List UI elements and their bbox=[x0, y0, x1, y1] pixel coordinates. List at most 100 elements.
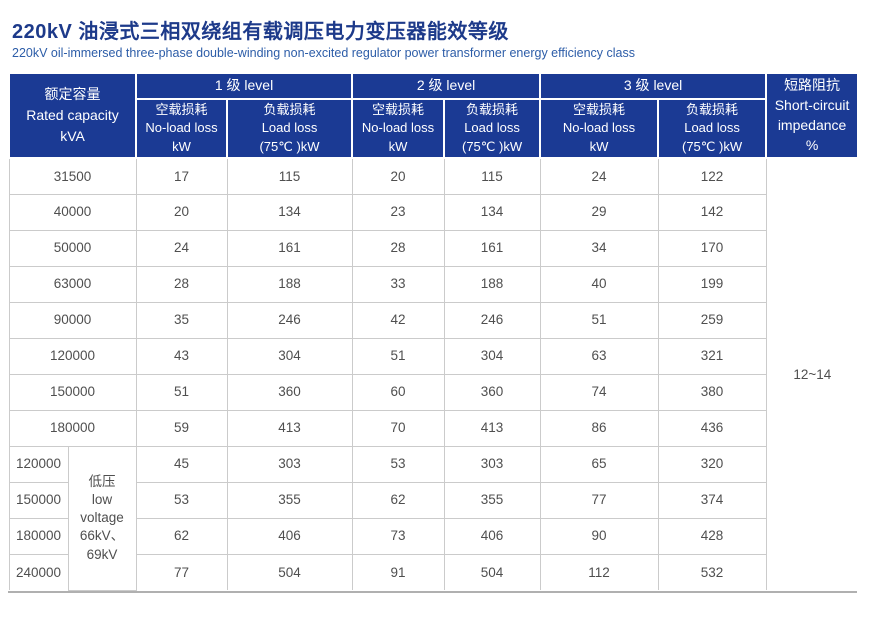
no-load-loss-header: 空载损耗 No-load loss kW bbox=[135, 97, 229, 160]
value-cell: 115 bbox=[443, 157, 541, 195]
value-cell: 406 bbox=[226, 517, 353, 555]
value-cell: 122 bbox=[657, 157, 767, 195]
value-cell: 374 bbox=[657, 481, 767, 519]
capacity-cell: 120000 bbox=[8, 445, 69, 483]
value-cell: 28 bbox=[351, 229, 445, 267]
value-cell: 504 bbox=[226, 553, 353, 591]
value-cell: 86 bbox=[539, 409, 659, 447]
impedance-header: 短路阻抗 Short-circuit impedance % bbox=[765, 71, 860, 160]
value-cell: 59 bbox=[135, 409, 228, 447]
value-cell: 40 bbox=[539, 265, 659, 303]
level-1-header: 1 级 level bbox=[135, 72, 354, 100]
page-subtitle: 220kV oil-immersed three-phase double-wi… bbox=[12, 46, 635, 60]
value-cell: 24 bbox=[135, 229, 228, 267]
table-row: 90000 35 246 42 246 51 259 bbox=[8, 301, 858, 339]
capacity-cell: 50000 bbox=[8, 229, 137, 267]
capacity-cell: 31500 bbox=[8, 157, 137, 195]
value-cell: 65 bbox=[539, 445, 659, 483]
table-row: 120000 43 304 51 304 63 321 bbox=[8, 337, 858, 375]
value-cell: 91 bbox=[351, 553, 445, 591]
value-cell: 17 bbox=[135, 157, 228, 195]
efficiency-table-container: 额定容量 Rated capacity kVA 1 级 level 2 级 le… bbox=[7, 71, 860, 593]
value-cell: 28 bbox=[135, 265, 228, 303]
value-cell: 428 bbox=[657, 517, 767, 555]
rated-capacity-header: 额定容量 Rated capacity kVA bbox=[7, 71, 138, 160]
value-cell: 199 bbox=[657, 265, 767, 303]
value-cell: 62 bbox=[351, 481, 445, 519]
table-row: 31500 17 115 20 115 24 122 12~14 bbox=[8, 157, 859, 591]
value-cell: 320 bbox=[657, 445, 767, 483]
value-cell: 23 bbox=[351, 193, 445, 231]
capacity-cell: 90000 bbox=[8, 301, 137, 339]
capacity-cell: 180000 bbox=[8, 517, 69, 555]
value-cell: 35 bbox=[135, 301, 228, 339]
value-cell: 51 bbox=[539, 301, 659, 339]
value-cell: 246 bbox=[226, 301, 353, 339]
table-row: 240000 77 504 91 504 112 532 bbox=[8, 553, 858, 591]
value-cell: 134 bbox=[226, 193, 353, 231]
level-3-header: 3 级 level bbox=[539, 72, 768, 100]
capacity-cell: 63000 bbox=[8, 265, 137, 303]
value-cell: 436 bbox=[657, 409, 767, 447]
capacity-cell: 180000 bbox=[8, 409, 137, 447]
value-cell: 74 bbox=[539, 373, 659, 411]
value-cell: 112 bbox=[539, 553, 659, 591]
value-cell: 355 bbox=[443, 481, 541, 519]
value-cell: 360 bbox=[226, 373, 353, 411]
value-cell: 20 bbox=[351, 157, 445, 195]
capacity-cell: 240000 bbox=[8, 553, 69, 591]
value-cell: 62 bbox=[135, 517, 228, 555]
header-row-groups: 额定容量 Rated capacity kVA 1 级 level 2 级 le… bbox=[7, 71, 860, 160]
value-cell: 70 bbox=[351, 409, 445, 447]
value-cell: 43 bbox=[135, 337, 228, 375]
value-cell: 29 bbox=[539, 193, 659, 231]
value-cell: 53 bbox=[135, 481, 228, 519]
load-loss-header: 负载损耗 Load loss (75℃ )kW bbox=[226, 97, 354, 160]
value-cell: 134 bbox=[443, 193, 541, 231]
load-loss-header: 负载损耗 Load loss (75℃ )kW bbox=[657, 97, 768, 160]
impedance-cell: 12~14 bbox=[765, 158, 859, 591]
value-cell: 33 bbox=[351, 265, 445, 303]
capacity-cell: 120000 bbox=[8, 337, 137, 375]
value-cell: 51 bbox=[135, 373, 228, 411]
load-loss-header: 负载损耗 Load loss (75℃ )kW bbox=[443, 97, 542, 160]
value-cell: 406 bbox=[443, 517, 541, 555]
no-load-loss-header: 空载损耗 No-load loss kW bbox=[351, 97, 446, 160]
value-cell: 51 bbox=[351, 337, 445, 375]
capacity-cell: 150000 bbox=[8, 373, 137, 411]
value-cell: 413 bbox=[443, 409, 541, 447]
value-cell: 360 bbox=[443, 373, 541, 411]
value-cell: 73 bbox=[351, 517, 445, 555]
value-cell: 142 bbox=[657, 193, 767, 231]
value-cell: 53 bbox=[351, 445, 445, 483]
table-row: 120000 低压 low voltage 66kV、 69kV 45 303 … bbox=[8, 445, 858, 591]
table-row: 180000 62 406 73 406 90 428 bbox=[8, 517, 858, 555]
value-cell: 303 bbox=[443, 445, 541, 483]
low-voltage-cell: 低压 low voltage 66kV、 69kV bbox=[67, 445, 137, 591]
value-cell: 63 bbox=[539, 337, 659, 375]
value-cell: 246 bbox=[443, 301, 541, 339]
value-cell: 380 bbox=[657, 373, 767, 411]
value-cell: 413 bbox=[226, 409, 353, 447]
value-cell: 115 bbox=[226, 157, 353, 195]
table-row: 50000 24 161 28 161 34 170 bbox=[8, 229, 858, 267]
value-cell: 355 bbox=[226, 481, 353, 519]
no-load-loss-header: 空载损耗 No-load loss kW bbox=[539, 97, 660, 160]
value-cell: 60 bbox=[351, 373, 445, 411]
capacity-cell: 40000 bbox=[8, 193, 137, 231]
value-cell: 304 bbox=[443, 337, 541, 375]
value-cell: 24 bbox=[539, 157, 659, 195]
value-cell: 170 bbox=[657, 229, 767, 267]
table-row: 63000 28 188 33 188 40 199 bbox=[8, 265, 858, 303]
table-row: 150000 53 355 62 355 77 374 bbox=[8, 481, 858, 519]
value-cell: 504 bbox=[443, 553, 541, 591]
table-row: 40000 20 134 23 134 29 142 bbox=[8, 193, 858, 231]
value-cell: 161 bbox=[226, 229, 353, 267]
header-row-subcolumns: 空载损耗 No-load loss kW 负载损耗 Load loss (75℃… bbox=[9, 97, 858, 160]
value-cell: 45 bbox=[135, 445, 228, 483]
efficiency-table: 额定容量 Rated capacity kVA 1 级 level 2 级 le… bbox=[7, 71, 860, 591]
capacity-cell: 150000 bbox=[8, 481, 69, 519]
value-cell: 259 bbox=[657, 301, 767, 339]
table-row: 180000 59 413 70 413 86 436 bbox=[8, 409, 858, 447]
value-cell: 188 bbox=[226, 265, 353, 303]
